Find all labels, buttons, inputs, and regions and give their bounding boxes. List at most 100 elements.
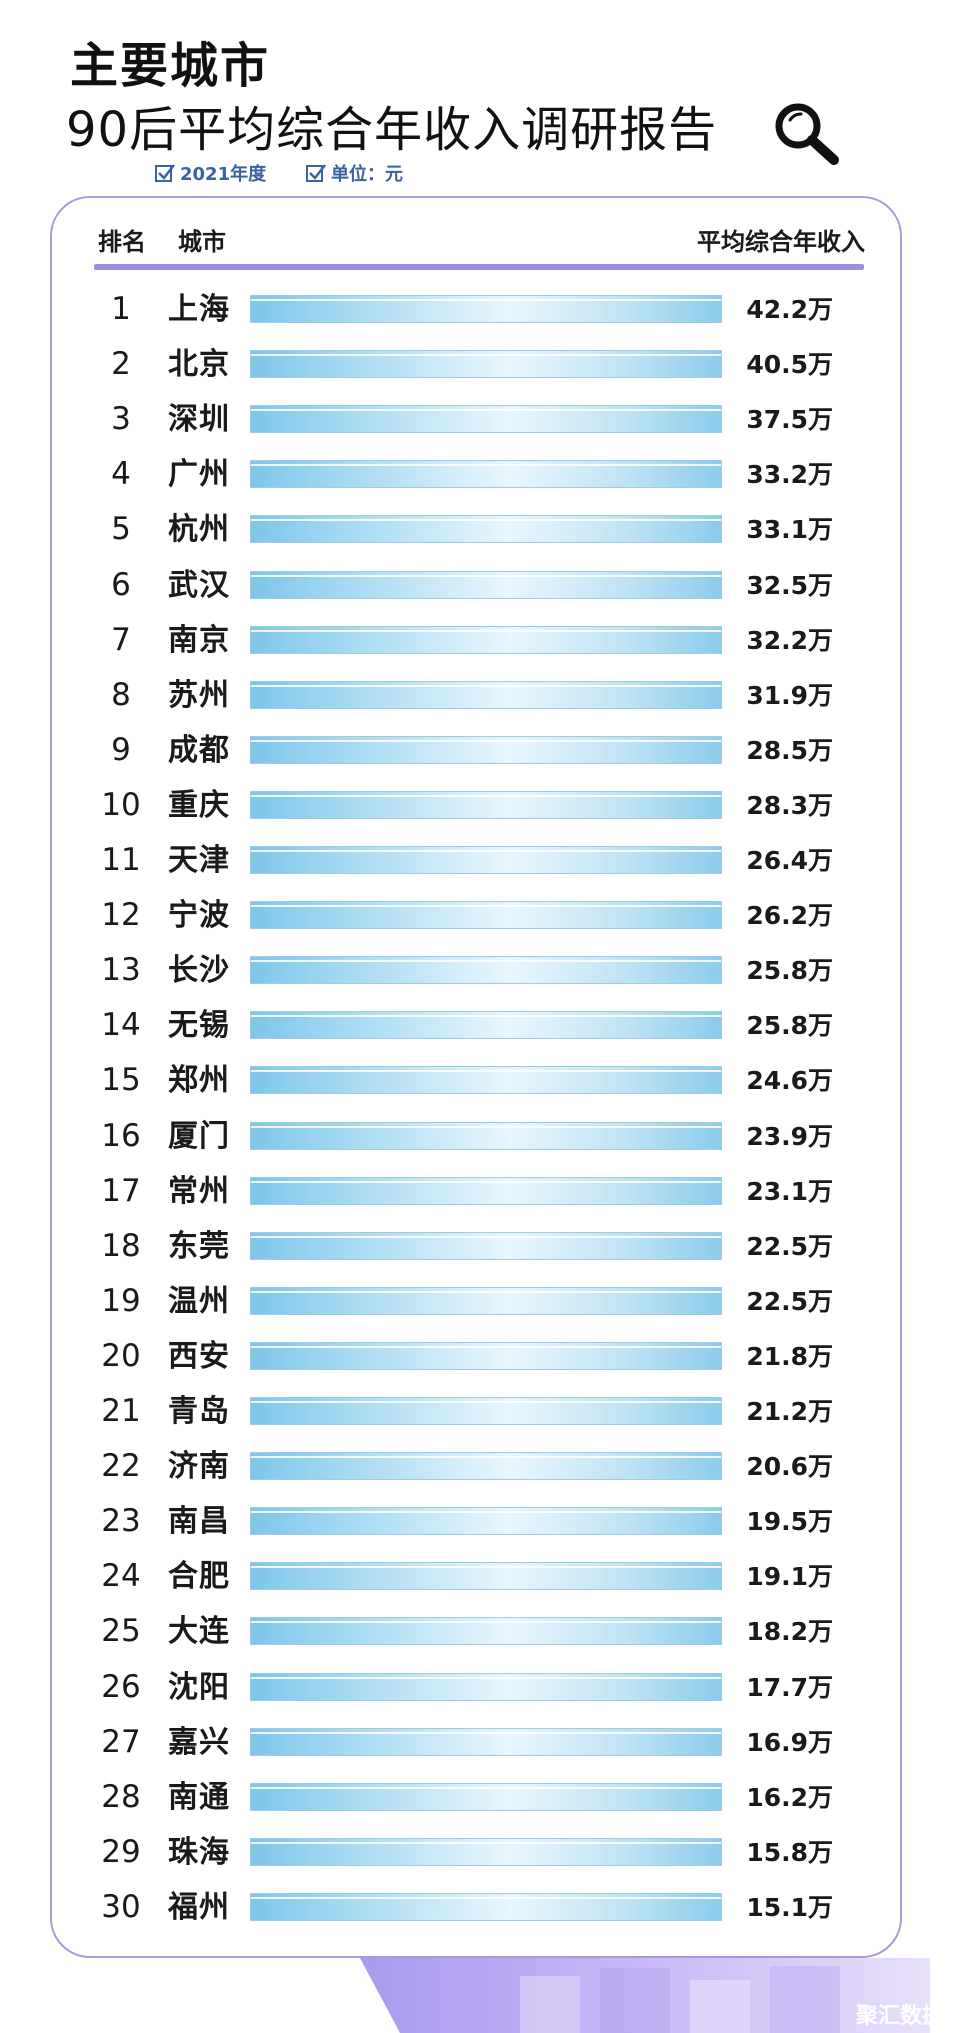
bar [251, 351, 721, 378]
bar-track [250, 1066, 722, 1095]
bar-track [250, 625, 722, 654]
value-label: 16.9万 [746, 1727, 833, 1757]
bar [251, 957, 721, 984]
rank-label: 15 [101, 1062, 141, 1099]
header-divider [94, 264, 864, 270]
bar-track [250, 515, 722, 544]
year-meta: 2021年度 [154, 160, 266, 186]
rank-label: 14 [101, 1007, 141, 1044]
table-row: 7 南京 32.2万 [0, 613, 959, 668]
table-row: 19 温州 22.5万 [0, 1274, 959, 1329]
value-label: 19.5万 [746, 1507, 833, 1537]
value-label: 17.7万 [746, 1672, 833, 1702]
city-label: 武汉 [168, 567, 230, 603]
bar-track [250, 1507, 722, 1536]
bar [251, 1067, 721, 1094]
rank-label: 17 [101, 1172, 141, 1209]
value-label: 40.5万 [746, 350, 833, 380]
bar [251, 1342, 721, 1369]
city-label: 杭州 [168, 512, 230, 548]
magnifier-icon [775, 103, 839, 165]
value-label: 25.8万 [746, 956, 833, 986]
bar-track [250, 1176, 722, 1205]
bar [251, 1728, 721, 1755]
city-label: 沈阳 [168, 1669, 230, 1705]
city-label: 重庆 [168, 787, 230, 823]
rank-label: 16 [101, 1117, 141, 1154]
value-label: 19.1万 [746, 1562, 833, 1592]
bar-track [250, 1286, 722, 1315]
rank-label: 20 [101, 1337, 141, 1374]
city-label: 西安 [168, 1338, 230, 1374]
bar [251, 1563, 721, 1590]
value-label: 37.5万 [746, 405, 833, 435]
city-label: 深圳 [168, 402, 230, 438]
bar-track [250, 846, 722, 874]
table-row: 9 成都 28.5万 [0, 723, 959, 778]
bar [251, 461, 721, 488]
bar-track [250, 295, 722, 323]
unit-label: 单位：元 [331, 164, 403, 185]
city-label: 长沙 [168, 953, 230, 989]
value-label: 32.5万 [746, 570, 833, 600]
rank-label: 19 [101, 1282, 141, 1319]
table-row: 4 广州 33.2万 [0, 447, 959, 502]
city-label: 天津 [168, 843, 230, 878]
table-row: 12 宁波 26.2万 [0, 888, 959, 943]
table-row: 5 杭州 33.1万 [0, 502, 959, 557]
bar [251, 902, 721, 929]
rank-label: 1 [111, 291, 131, 327]
rank-label: 24 [101, 1558, 141, 1595]
rank-label: 30 [101, 1888, 141, 1925]
page-title: 主要城市 [70, 38, 271, 94]
rank-label: 28 [101, 1778, 141, 1815]
city-label: 珠海 [168, 1834, 230, 1870]
city-label: 嘉兴 [168, 1724, 230, 1760]
value-label: 42.2万 [746, 295, 833, 324]
city-label: 宁波 [168, 898, 230, 934]
table-row: 13 长沙 25.8万 [0, 943, 959, 998]
city-label: 南通 [168, 1779, 230, 1815]
rank-label: 8 [111, 676, 131, 713]
bar-track [250, 1837, 722, 1866]
bar [251, 847, 721, 873]
rank-label: 9 [111, 731, 131, 768]
value-label: 23.9万 [746, 1121, 833, 1151]
rank-label: 4 [111, 456, 131, 493]
table-row: 29 珠海 15.8万 [0, 1825, 959, 1880]
table-row: 6 武汉 32.5万 [0, 558, 959, 613]
bar [251, 1673, 721, 1700]
bar [251, 1838, 721, 1865]
bar-track [250, 570, 722, 599]
city-label: 广州 [168, 457, 230, 493]
table-row: 20 西安 21.8万 [0, 1329, 959, 1384]
city-label: 成都 [168, 732, 230, 768]
rank-label: 29 [101, 1833, 141, 1870]
city-label: 大连 [168, 1614, 230, 1650]
bar [251, 1177, 721, 1204]
value-label: 21.2万 [746, 1397, 833, 1426]
bar [251, 1232, 721, 1259]
rank-label: 6 [111, 566, 131, 603]
bar [251, 516, 721, 543]
city-label: 苏州 [168, 677, 230, 713]
bar-track [250, 735, 722, 764]
city-label: 郑州 [168, 1063, 230, 1099]
checkbox-icon [306, 164, 326, 182]
value-label: 33.1万 [746, 515, 833, 545]
city-label: 合肥 [168, 1559, 230, 1595]
city-label: 无锡 [168, 1008, 230, 1044]
value-label: 28.5万 [746, 735, 833, 765]
table-row: 22 济南 20.6万 [0, 1439, 959, 1494]
city-label: 济南 [168, 1449, 230, 1485]
bar-track [250, 1782, 722, 1811]
table-row: 21 青岛 21.2万 [0, 1384, 959, 1439]
city-label: 青岛 [168, 1394, 230, 1429]
bar [251, 626, 721, 653]
table-row: 26 沈阳 17.7万 [0, 1660, 959, 1715]
table-row: 3 深圳 37.5万 [0, 392, 959, 447]
bar [251, 736, 721, 763]
city-label: 南昌 [168, 1504, 230, 1540]
city-label: 福州 [168, 1889, 230, 1925]
